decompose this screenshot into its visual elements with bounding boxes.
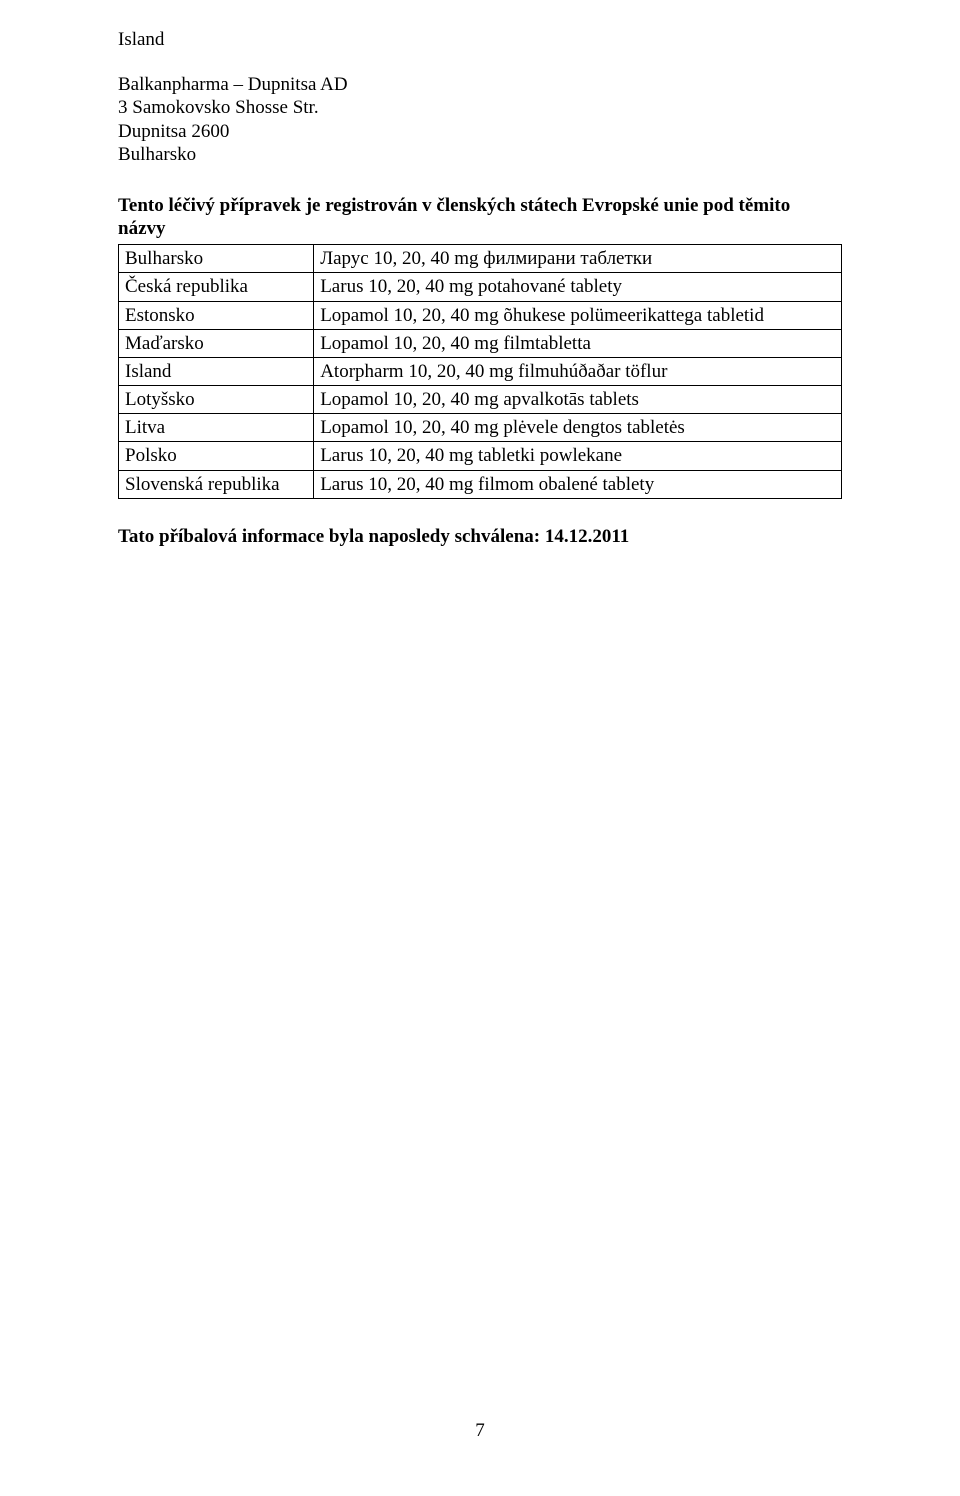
country-cell: Bulharsko xyxy=(119,245,314,273)
manufacturer-line: 3 Samokovsko Shosse Str. xyxy=(118,96,842,119)
approval-line: Tato příbalová informace byla naposledy … xyxy=(118,525,842,548)
registration-sentence: Tento léčivý přípravek je registrován v … xyxy=(118,194,842,240)
manufacturer-line: Bulharsko xyxy=(118,143,842,166)
product-name-cell: Lopamol 10, 20, 40 mg õhukese polümeerik… xyxy=(314,301,842,329)
product-name-cell: Larus 10, 20, 40 mg potahované tablety xyxy=(314,273,842,301)
table-row: Estonsko Lopamol 10, 20, 40 mg õhukese p… xyxy=(119,301,842,329)
table-row: Bulharsko Ларус 10, 20, 40 mg филмирани … xyxy=(119,245,842,273)
table-row: Lotyšsko Lopamol 10, 20, 40 mg apvalkotā… xyxy=(119,386,842,414)
product-name-cell: Lopamol 10, 20, 40 mg apvalkotās tablets xyxy=(314,386,842,414)
product-name-cell: Ларус 10, 20, 40 mg филмирани таблетки xyxy=(314,245,842,273)
product-name-cell: Atorpharm 10, 20, 40 mg filmuhúðaðar töf… xyxy=(314,357,842,385)
product-name-cell: Lopamol 10, 20, 40 mg plėvele dengtos ta… xyxy=(314,414,842,442)
table-row: Maďarsko Lopamol 10, 20, 40 mg filmtable… xyxy=(119,329,842,357)
product-name-cell: Lopamol 10, 20, 40 mg filmtabletta xyxy=(314,329,842,357)
page-number: 7 xyxy=(0,1419,960,1442)
table-row: Polsko Larus 10, 20, 40 mg tabletki powl… xyxy=(119,442,842,470)
manufacturer-line: Balkanpharma – Dupnitsa AD xyxy=(118,73,842,96)
country-cell: Litva xyxy=(119,414,314,442)
product-name-cell: Larus 10, 20, 40 mg filmom obalené table… xyxy=(314,470,842,498)
table-row: Island Atorpharm 10, 20, 40 mg filmuhúða… xyxy=(119,357,842,385)
country-heading: Island xyxy=(118,28,842,51)
country-names-table: Bulharsko Ларус 10, 20, 40 mg филмирани … xyxy=(118,244,842,499)
country-cell: Česká republika xyxy=(119,273,314,301)
country-cell: Maďarsko xyxy=(119,329,314,357)
country-cell: Polsko xyxy=(119,442,314,470)
manufacturer-line: Dupnitsa 2600 xyxy=(118,120,842,143)
country-cell: Island xyxy=(119,357,314,385)
country-cell: Estonsko xyxy=(119,301,314,329)
table-row: Česká republika Larus 10, 20, 40 mg pota… xyxy=(119,273,842,301)
table-row: Litva Lopamol 10, 20, 40 mg plėvele deng… xyxy=(119,414,842,442)
country-cell: Slovenská republika xyxy=(119,470,314,498)
manufacturer-block: Balkanpharma – Dupnitsa AD 3 Samokovsko … xyxy=(118,73,842,166)
product-name-cell: Larus 10, 20, 40 mg tabletki powlekane xyxy=(314,442,842,470)
country-cell: Lotyšsko xyxy=(119,386,314,414)
table-row: Slovenská republika Larus 10, 20, 40 mg … xyxy=(119,470,842,498)
